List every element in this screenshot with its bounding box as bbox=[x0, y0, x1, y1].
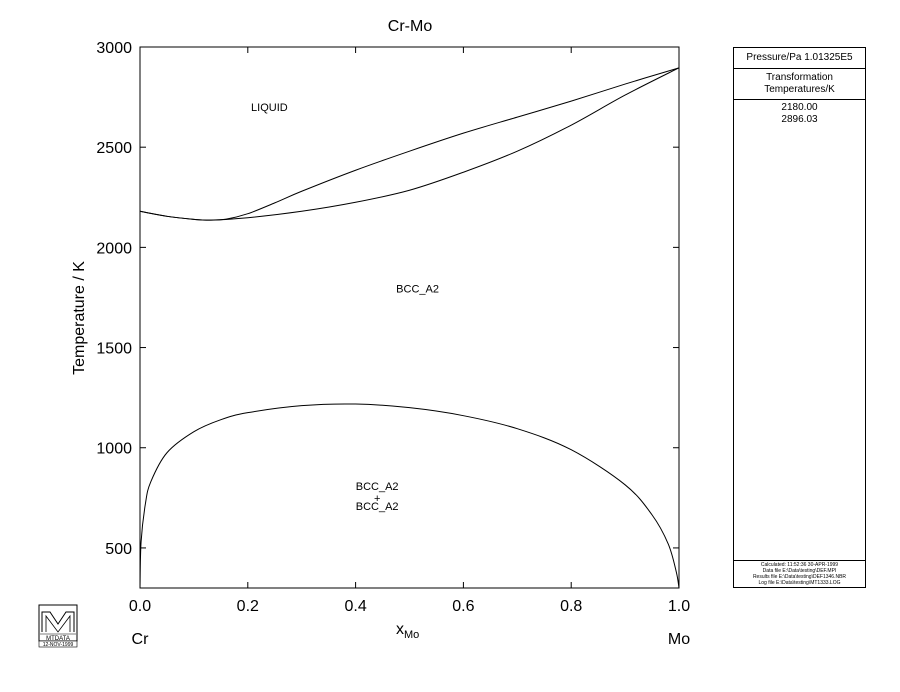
phase-label-two_phase_top: BCC_A2 bbox=[356, 481, 399, 493]
phase-label-two_phase_plus: + bbox=[374, 493, 380, 505]
pressure-readout: Pressure/Pa 1.01325E5 bbox=[734, 48, 865, 69]
x-axis-label-main: x bbox=[396, 621, 404, 638]
transformation-header-line1: Transformation bbox=[766, 72, 833, 83]
liquidus-curve bbox=[139, 67, 680, 221]
phase-boundaries bbox=[139, 67, 680, 589]
y-tick-label: 1500 bbox=[96, 341, 132, 358]
results-file: Results file E:\Data\testing\DEF1346.NBR bbox=[752, 574, 847, 580]
transformation-header-line2: Temperatures/K bbox=[764, 84, 835, 95]
y-tick-labels: 500 1000 1500 2000 2500 3000 bbox=[96, 40, 132, 558]
transformation-values: 2180.00 2896.03 bbox=[734, 100, 865, 126]
y-axis-label: Temperature / K bbox=[71, 261, 88, 375]
calculated-time: Calculated: 11:52:36 30-APR-1999 bbox=[760, 562, 839, 568]
y-tick-label: 3000 bbox=[96, 40, 132, 57]
x-tick-label: 1.0 bbox=[668, 598, 690, 615]
left-element-label: Cr bbox=[132, 631, 150, 648]
phase-label-two_phase_bottom: BCC_A2 bbox=[356, 501, 399, 513]
x-axis-label-sub: Mo bbox=[404, 629, 419, 641]
transformation-value: 2180.00 bbox=[781, 102, 818, 113]
x-tick-label: 0.4 bbox=[344, 598, 366, 615]
x-tick-label: 0.2 bbox=[237, 598, 259, 615]
x-tick-label: 0.8 bbox=[560, 598, 582, 615]
axis-ticks bbox=[139, 46, 680, 588]
x-tick-labels: 0.0 0.2 0.4 0.6 0.8 1.0 bbox=[129, 598, 690, 615]
logo-text: MTDATA bbox=[46, 636, 70, 642]
plot-frame bbox=[139, 46, 680, 589]
mtdata-logo: MTDATA 12-NOV-1999 bbox=[38, 604, 78, 648]
y-tick-label: 1000 bbox=[96, 441, 132, 458]
right-element-label: Mo bbox=[668, 631, 690, 648]
y-tick-label: 2000 bbox=[96, 240, 132, 257]
log-file: Log file E:\Data\testing\MT1333.LOG bbox=[758, 580, 841, 586]
phase-label-bcc: BCC_A2 bbox=[396, 283, 439, 295]
calculation-info: Calculated: 11:52:36 30-APR-1999 Data fi… bbox=[734, 560, 865, 587]
phase-label-liquid: LIQUID bbox=[251, 102, 288, 114]
x-axis-label: xMo bbox=[396, 621, 419, 641]
solidus-curve bbox=[139, 67, 680, 221]
logo-date: 12-NOV-1999 bbox=[43, 642, 74, 648]
info-panel: Pressure/Pa 1.01325E5 Transformation Tem… bbox=[733, 47, 866, 588]
miscibility_gap-curve bbox=[139, 403, 680, 589]
transformation-value: 2896.03 bbox=[781, 114, 818, 125]
transformation-header: Transformation Temperatures/K bbox=[734, 69, 865, 100]
y-tick-label: 2500 bbox=[96, 140, 132, 157]
y-tick-label: 500 bbox=[105, 541, 132, 558]
chart-title: Cr-Mo bbox=[388, 18, 433, 35]
x-tick-label: 0.0 bbox=[129, 598, 151, 615]
x-tick-label: 0.6 bbox=[452, 598, 474, 615]
data-file: Data file E:\Data\testing\DEF.MPI bbox=[762, 568, 837, 574]
